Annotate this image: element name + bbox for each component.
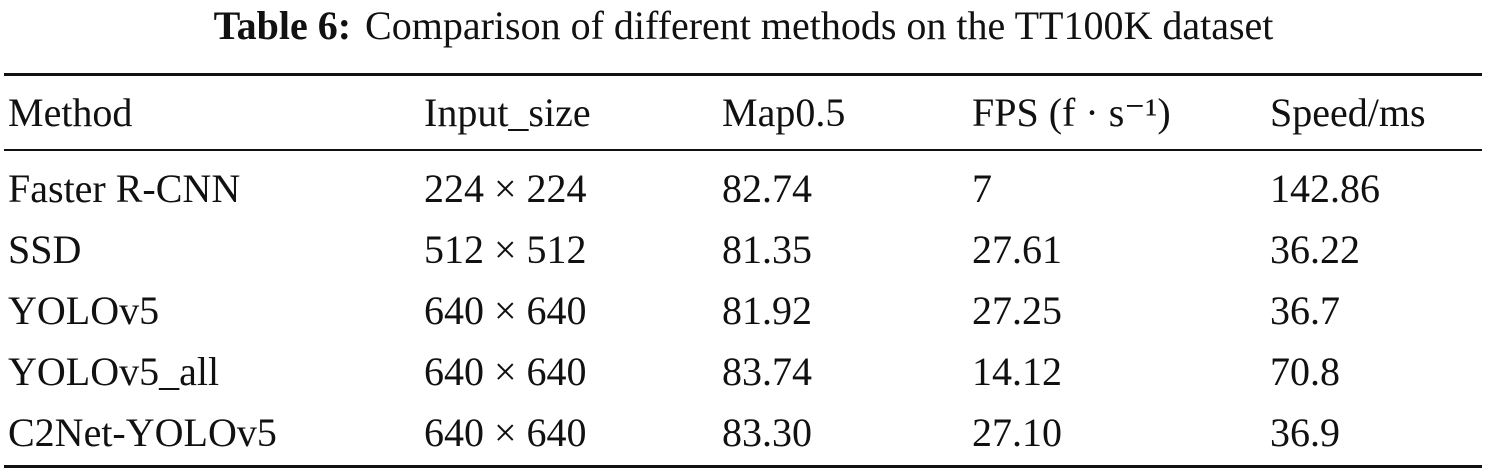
cell: 640 × 640 (424, 410, 587, 455)
cell: 7 (972, 166, 992, 211)
mid-rule (4, 149, 1482, 151)
header-cell: Input_size (424, 90, 591, 135)
cell: 27.10 (972, 410, 1062, 455)
top-rule (4, 73, 1482, 76)
cell: 27.25 (972, 288, 1062, 333)
cell: 81.92 (722, 288, 812, 333)
bottom-rule (4, 465, 1482, 468)
cell: YOLOv5 (8, 288, 160, 333)
caption-text: Comparison of different methods on the T… (365, 3, 1274, 48)
cell: 83.74 (722, 349, 812, 394)
header-cell: Speed/ms (1270, 90, 1426, 135)
cell: SSD (8, 227, 82, 272)
cell: 36.9 (1270, 410, 1340, 455)
caption: Table 6: Comparison of different methods … (0, 2, 1487, 49)
cell: 83.30 (722, 410, 812, 455)
cell: YOLOv5_all (8, 349, 220, 394)
cell: 640 × 640 (424, 288, 587, 333)
header-cell: Method (8, 90, 133, 135)
cell: 81.35 (722, 227, 812, 272)
caption-label: Table 6: (213, 3, 352, 48)
cell: 36.7 (1270, 288, 1340, 333)
header-cell: Map0.5 (722, 90, 846, 135)
cell: 14.12 (972, 349, 1062, 394)
cell: 70.8 (1270, 349, 1340, 394)
cell: 142.86 (1270, 166, 1380, 211)
cell: 512 × 512 (424, 227, 587, 272)
cell: 640 × 640 (424, 349, 587, 394)
cell: 27.61 (972, 227, 1062, 272)
cell: Faster R-CNN (8, 166, 241, 211)
cell: 36.22 (1270, 227, 1360, 272)
cell: C2Net-YOLOv5 (8, 410, 277, 455)
cell: 82.74 (722, 166, 812, 211)
header-cell: FPS (f · s⁻¹) (972, 90, 1171, 135)
cell: 224 × 224 (424, 166, 587, 211)
